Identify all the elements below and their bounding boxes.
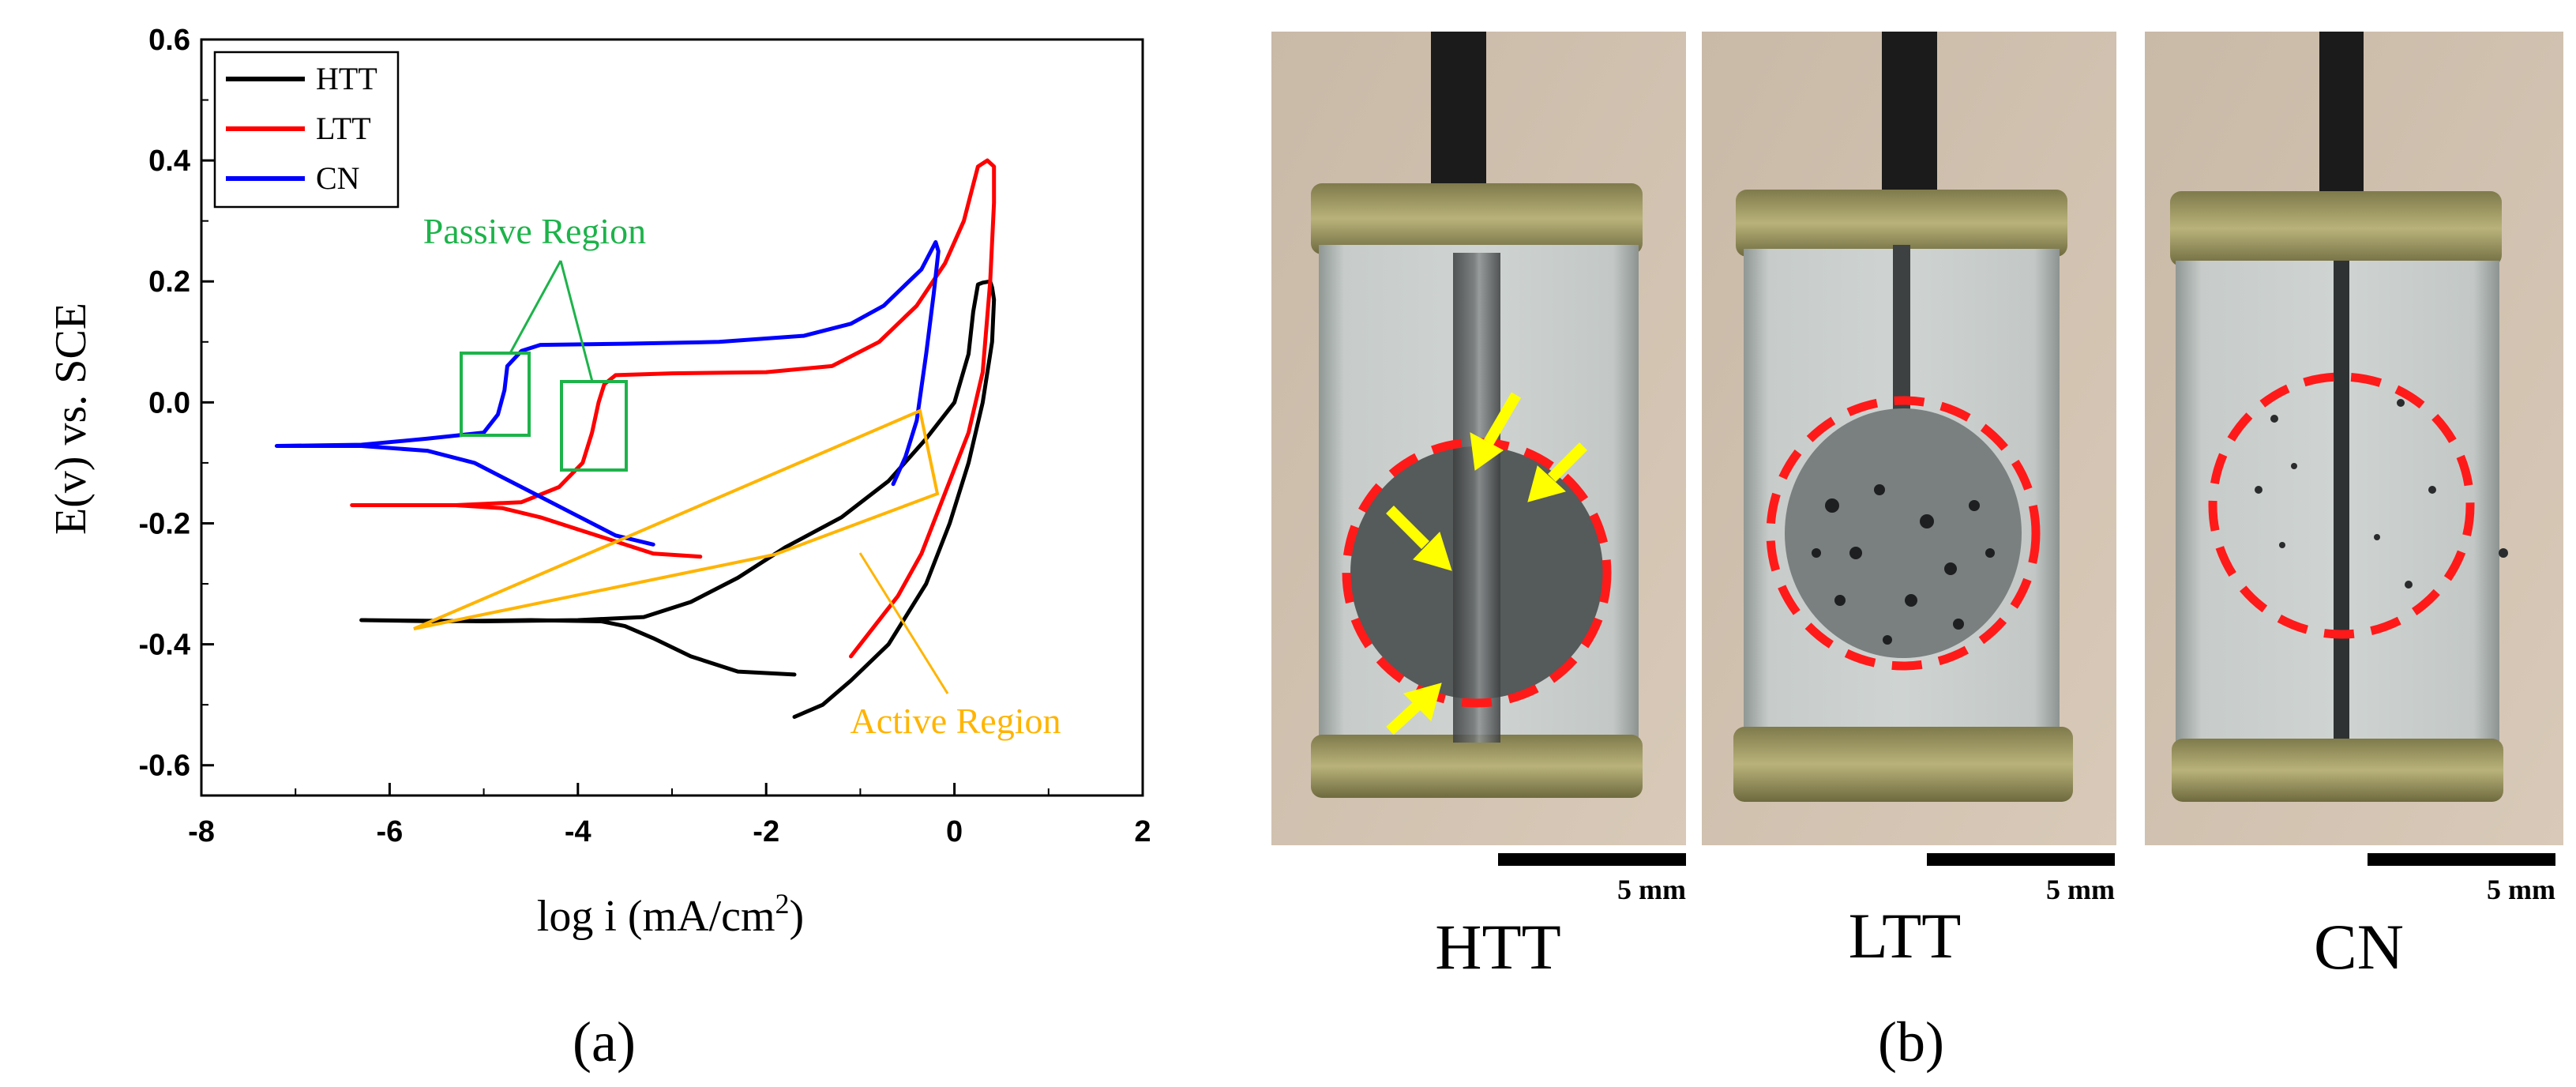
photo-cn-pits (2255, 399, 2508, 589)
photo-cn-exposed-area-circle (2208, 372, 2475, 639)
y-axis-title: E(v) vs. SCE (47, 303, 96, 535)
photo-cn-scale-bar (2368, 853, 2555, 866)
panel-a-label: (a) (573, 1010, 636, 1074)
passive-region-label: Passive Region (423, 211, 646, 251)
photo-htt-exposed-area-circle (1342, 438, 1612, 708)
legend-item-cn: CN (226, 160, 360, 196)
photo-ltt-label: LTT (1849, 900, 1962, 972)
x-axis-title-sup: 2 (775, 888, 790, 920)
passive-box-ltt (560, 380, 628, 472)
photo-htt: 5 mm HTT (1271, 32, 1686, 983)
yellow-arrow-icon (1386, 683, 1442, 735)
y-axis: 0.6 0.4 0.2 0.0 -0.2 -0.4 -0.6 (139, 24, 214, 783)
legend-label-htt: HTT (316, 61, 377, 96)
yellow-arrow-icon (1527, 442, 1587, 502)
legend-label-cn: CN (316, 160, 360, 196)
x-tick-label: 2 (1134, 815, 1151, 848)
photo-htt-label: HTT (1435, 911, 1560, 983)
polarization-chart: 0.6 0.4 0.2 0.0 -0.2 -0.4 -0.6 -8 -6 -4 -2 0 2 Pass… (47, 24, 1151, 941)
photo-htt-steel-strip (1453, 253, 1500, 743)
y-tick-label: 0.6 (148, 24, 190, 57)
passive-box-cn (460, 352, 531, 437)
y-tick-label: -0.2 (139, 507, 190, 540)
legend-item-ltt: LTT (226, 111, 371, 146)
passive-leader-ltt (559, 260, 594, 382)
photo-cn-steel-strip (2334, 261, 2349, 739)
legend-item-htt: HTT (226, 61, 377, 96)
x-axis-title-end: ) (790, 892, 805, 941)
series-line-cn (274, 240, 941, 547)
series-line-htt (359, 279, 997, 719)
x-axis-title: log i (mA/cm2) (537, 888, 804, 941)
x-tick-label: 0 (946, 815, 963, 848)
photo-ltt-top-cap (1736, 190, 2067, 257)
series-line-ltt (350, 158, 997, 659)
photo-cn-label: CN (2314, 911, 2404, 983)
photo-ltt-exposed-area-circle (1766, 396, 2041, 671)
active-region-annotation: Active Region (413, 408, 1061, 741)
photo-ltt: 5 mm LTT (1702, 32, 2116, 972)
photo-htt-scale-bar (1498, 853, 1686, 866)
photo-ltt-corroded-area (1785, 408, 2022, 658)
photo-ltt-bottom-cap (1733, 727, 2073, 802)
panel-b-label: (b) (1878, 1010, 1944, 1074)
yellow-arrow-icon (1470, 392, 1522, 471)
yellow-arrow-icon (1386, 506, 1452, 571)
x-tick-label: -2 (753, 815, 779, 848)
y-tick-label: -0.6 (139, 750, 190, 783)
y-tick-label: 0.0 (148, 386, 190, 419)
x-axis-title-main: log i (mA/cm (537, 892, 775, 941)
photo-cn-bottom-cap (2172, 739, 2503, 802)
active-region-box (413, 408, 940, 630)
photo-htt-wire (1431, 32, 1486, 197)
photo-htt-top-cap (1311, 183, 1643, 254)
passive-region-annotation: Passive Region (423, 211, 646, 472)
photo-htt-arrows (1386, 392, 1587, 735)
photo-cn-top-cap (2170, 191, 2502, 266)
legend: HTT LTT CN (213, 51, 400, 209)
y-tick-label: 0.4 (148, 145, 190, 178)
x-tick-label: -4 (565, 815, 591, 848)
photo-ltt-scale-bar (1927, 853, 2115, 866)
photo-cn: 5 mm CN (2145, 32, 2563, 983)
photo-panel: 5 mm HTT 5 mm LTT (1271, 32, 2563, 983)
photo-ltt-scale-label: 5 mm (2046, 874, 2115, 905)
active-leader (858, 552, 949, 694)
active-region-label: Active Region (851, 701, 1061, 741)
passive-leader-cn (509, 260, 562, 354)
y-tick-label: -0.4 (139, 629, 190, 662)
x-tick-label: -6 (377, 815, 404, 848)
photo-ltt-pits (1812, 484, 1995, 645)
photo-htt-scale-label: 5 mm (1617, 874, 1686, 905)
x-tick-label: -8 (188, 815, 215, 848)
photo-cn-scale-label: 5 mm (2487, 874, 2555, 905)
y-tick-label: 0.2 (148, 265, 190, 299)
legend-label-ltt: LTT (316, 111, 371, 146)
x-axis: -8 -6 -4 -2 0 2 (188, 783, 1151, 848)
photo-htt-bottom-cap (1311, 735, 1643, 798)
